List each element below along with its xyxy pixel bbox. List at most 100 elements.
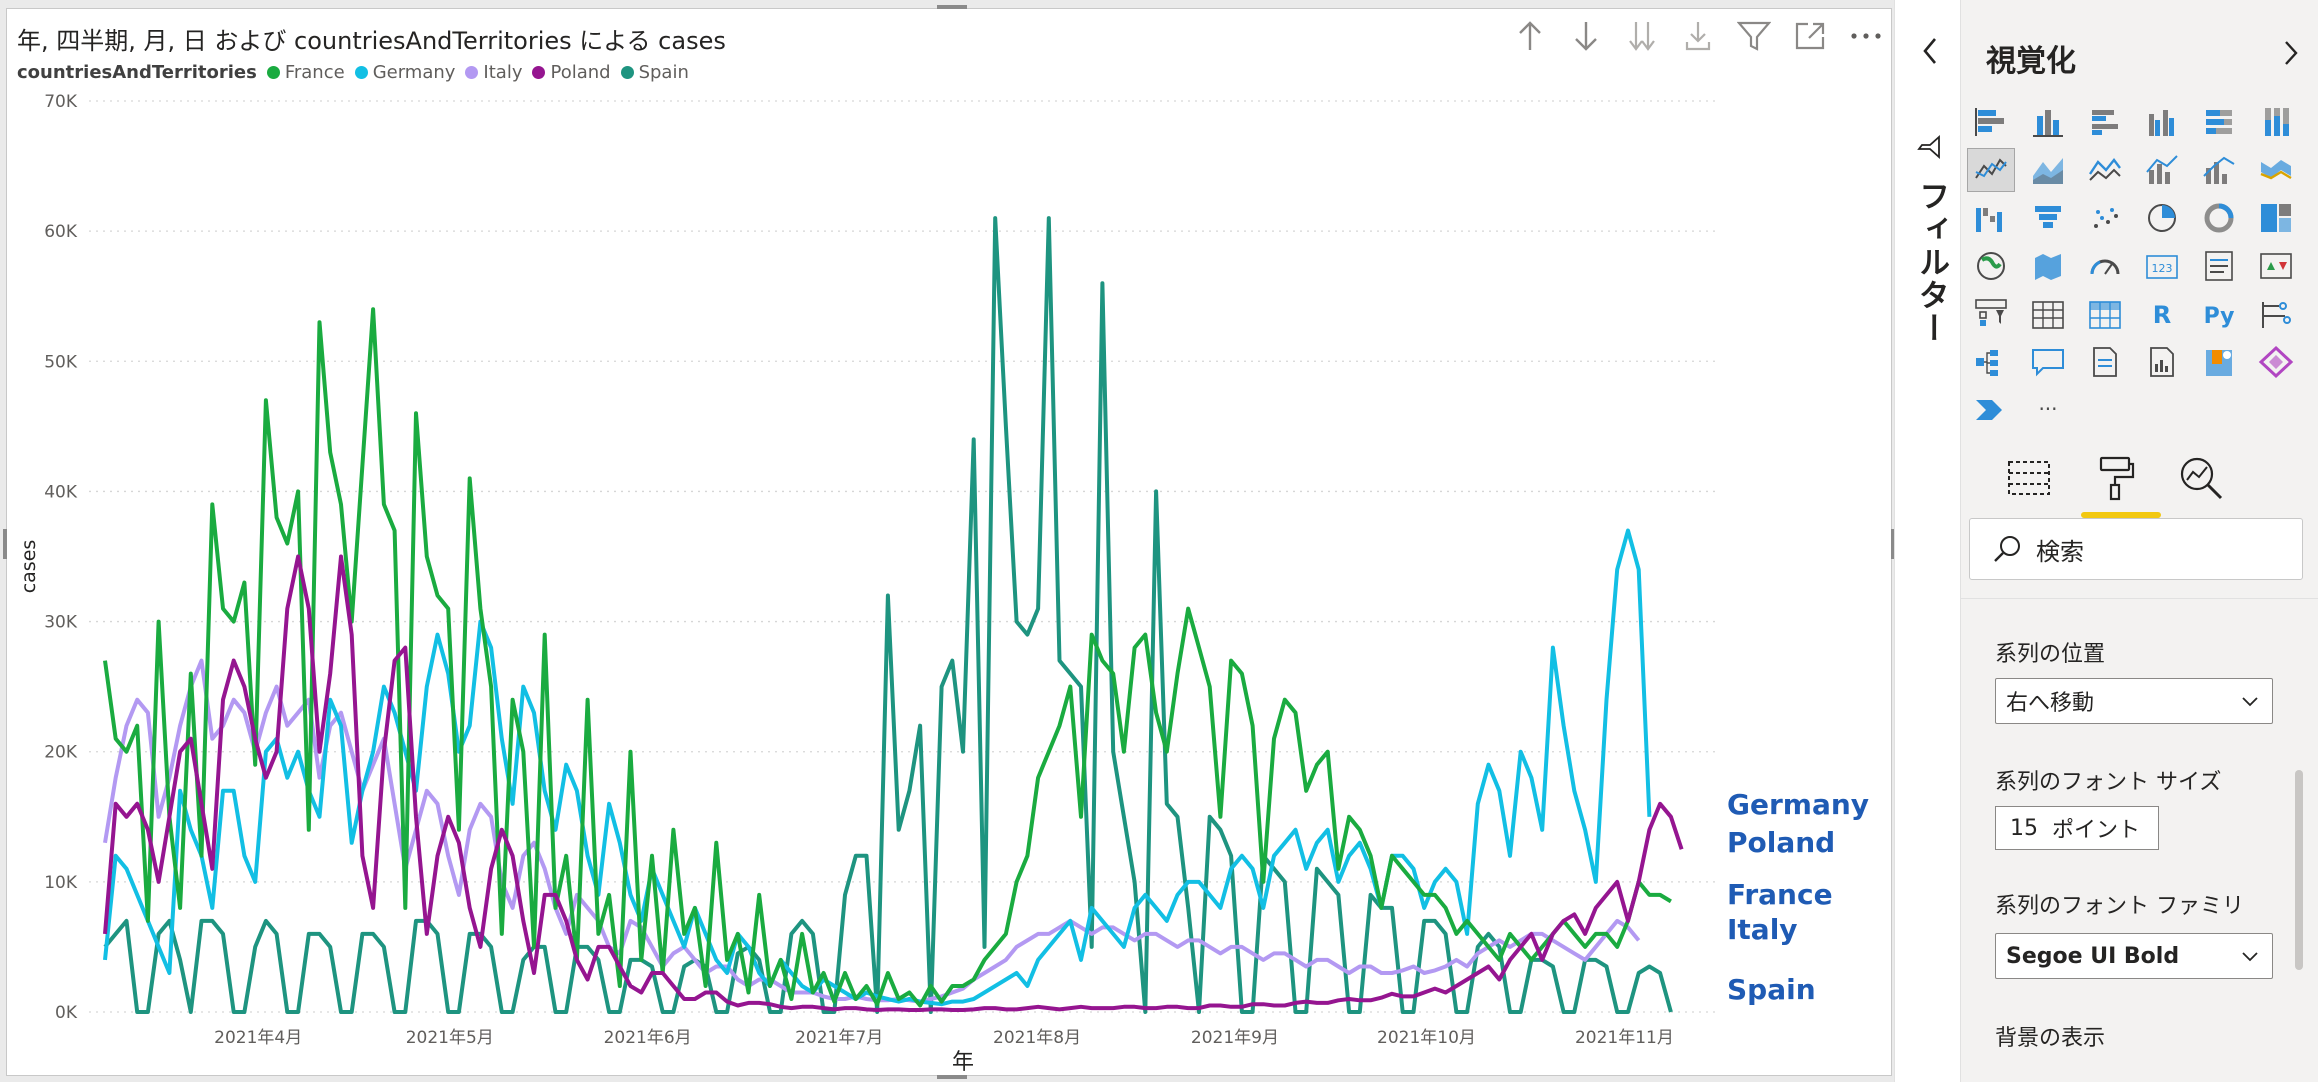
paginated-report-icon [2150, 347, 2174, 377]
line-stacked-column-button[interactable] [2195, 148, 2243, 192]
legend-label: France [284, 62, 345, 83]
qa-button[interactable] [2024, 340, 2072, 384]
paginated-report-button[interactable] [2138, 340, 2186, 384]
decomposition-tree-button[interactable] [1967, 340, 2015, 384]
go-to-next-level-button[interactable] [1625, 19, 1659, 53]
drill-down-button[interactable] [1569, 19, 1603, 53]
series-label-france: France [1727, 878, 1833, 911]
collapse-filter-button[interactable] [1915, 34, 1945, 68]
font-size-value: 15 [2010, 815, 2038, 841]
power-automate-flow-icon [1976, 400, 2002, 420]
series-label-poland: Poland [1727, 826, 1835, 859]
series-label-italy: Italy [1727, 913, 1798, 946]
map-button[interactable] [1967, 244, 2015, 288]
table-button[interactable] [2024, 292, 2072, 336]
multi-row-card-button[interactable] [2195, 244, 2243, 288]
filter-pane-collapsed[interactable]: フィルター [1894, 0, 1960, 1082]
stacked-bar-button[interactable] [1967, 100, 2015, 144]
ribbon-chart-button[interactable] [2252, 148, 2300, 192]
font-size-input[interactable]: 15 ポイント [1995, 806, 2159, 850]
funnel-chart-button[interactable] [2024, 196, 2072, 240]
stacked-column-icon [2033, 110, 2063, 137]
format-search-input[interactable]: 検索 [1969, 518, 2303, 580]
filled-map-button[interactable] [2024, 244, 2072, 288]
resize-handle-left[interactable] [3, 529, 7, 559]
legend-item[interactable]: Germany [354, 62, 455, 83]
power-apps-icon [2206, 350, 2232, 376]
power-automate-button[interactable] [2252, 340, 2300, 384]
series-position-dropdown[interactable]: 右へ移動 [1995, 678, 2273, 724]
font-family-dropdown[interactable]: Segoe UI Bold [1995, 933, 2273, 979]
collapse-pane-button[interactable] [2278, 38, 2304, 68]
filter-icon [1737, 21, 1771, 51]
visualizations-pane: 視覚化 123 R Py ··· 検索 系列の位置 右へ移動 系列のフォント [1960, 0, 2318, 1082]
legend-label: Italy [483, 62, 523, 83]
chart-legend: countriesAndTerritories France Germany Ita… [17, 62, 699, 83]
matrix-button[interactable] [2081, 292, 2129, 336]
more-visuals-button[interactable]: ··· [2024, 388, 2072, 432]
treemap-button[interactable] [2252, 196, 2300, 240]
legend-item[interactable]: Poland [532, 62, 611, 83]
series-label-spain: Spain [1727, 973, 1816, 1006]
series-label-germany: Germany [1727, 788, 1869, 821]
x-tick-label: 2021年10月 [1377, 1028, 1476, 1048]
funnel-chart-icon [2035, 206, 2061, 228]
area-chart-button[interactable] [2024, 148, 2072, 192]
more-visuals-icon: ··· [2038, 397, 2057, 421]
stacked-bar-100-button[interactable] [2195, 100, 2243, 144]
treemap-icon [2261, 204, 2291, 232]
x-tick-label: 2021年11月 [1575, 1028, 1674, 1048]
smart-narrative-icon [2093, 347, 2117, 377]
pie-chart-button[interactable] [2138, 196, 2186, 240]
analytics-magnifier-icon [2180, 457, 2223, 500]
svg-text:···: ··· [2038, 397, 2057, 421]
line-clustered-column-icon [2146, 155, 2178, 184]
filter-button[interactable] [1737, 19, 1771, 53]
python-visual-icon: Py [2204, 304, 2235, 329]
legend-item[interactable]: France [266, 62, 345, 83]
legend-item[interactable]: Spain [620, 62, 689, 83]
decomposition-tree-icon [1976, 350, 1998, 376]
tab-analytics[interactable] [2173, 450, 2229, 506]
expand-hierarchy-icon [1685, 22, 1711, 51]
smart-narrative-button[interactable] [2081, 340, 2129, 384]
resize-handle-top[interactable] [937, 5, 967, 9]
gauge-button[interactable] [2081, 244, 2129, 288]
card-button[interactable]: 123 [2138, 244, 2186, 288]
resize-handle-bottom[interactable] [937, 1075, 967, 1079]
more-options-button[interactable] [1849, 19, 1883, 53]
stacked-area-button[interactable] [2081, 148, 2129, 192]
expand-hierarchy-button[interactable] [1681, 19, 1715, 53]
legend-marker [532, 66, 546, 79]
power-automate-flow-button[interactable] [1967, 388, 2015, 432]
tab-fields[interactable] [2001, 450, 2057, 506]
legend-label: Poland [550, 62, 611, 83]
scatter-chart-button[interactable] [2081, 196, 2129, 240]
key-influencers-button[interactable] [2252, 292, 2300, 336]
line-clustered-column-button[interactable] [2138, 148, 2186, 192]
line-chart-visual[interactable]: 0K 10K 20K 30K 40K 50K 60K 70K 2021年4月 2021年5月 202… [3, 5, 1895, 1079]
python-visual-button[interactable]: Py [2195, 292, 2243, 336]
chevron-left-icon [1923, 38, 1936, 64]
r-visual-button[interactable]: R [2138, 292, 2186, 336]
tab-format[interactable] [2081, 450, 2161, 518]
clustered-column-button[interactable] [2138, 100, 2186, 144]
line-chart-button[interactable] [1967, 148, 2015, 192]
drill-up-button[interactable] [1513, 19, 1547, 53]
waterfall-button[interactable] [1967, 196, 2015, 240]
clustered-column-icon [2149, 110, 2174, 136]
pane-scrollbar[interactable] [2295, 770, 2303, 970]
legend-items: France Germany Italy Poland Spain [266, 62, 699, 83]
stacked-column-100-button[interactable] [2252, 100, 2300, 144]
donut-chart-button[interactable] [2195, 196, 2243, 240]
stacked-area-icon [2089, 158, 2121, 181]
clustered-bar-button[interactable] [2081, 100, 2129, 144]
kpi-button[interactable] [2252, 244, 2300, 288]
legend-item[interactable]: Italy [465, 62, 522, 83]
stacked-column-button[interactable] [2024, 100, 2072, 144]
slicer-button[interactable] [1967, 292, 2015, 336]
slicer-icon [1975, 299, 2007, 326]
focus-mode-button[interactable] [1793, 19, 1827, 53]
power-apps-button[interactable] [2195, 340, 2243, 384]
resize-handle-right[interactable] [1891, 529, 1895, 559]
